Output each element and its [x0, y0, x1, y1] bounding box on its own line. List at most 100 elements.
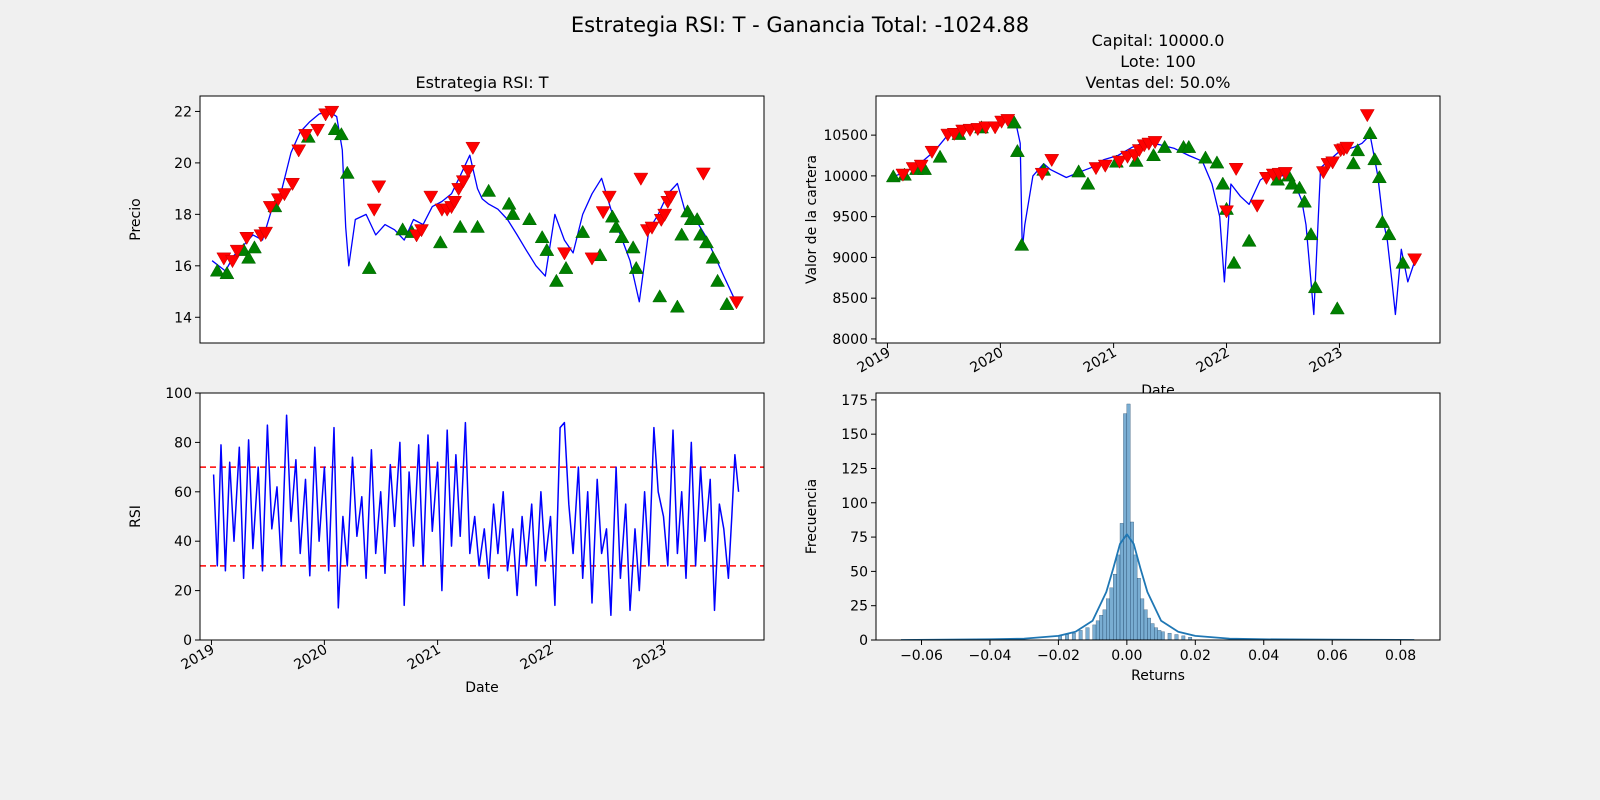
- buy-marker: [1157, 139, 1173, 153]
- sell-marker: [946, 127, 962, 142]
- y-tick-label: 125: [841, 461, 868, 477]
- buy-marker: [575, 224, 591, 238]
- sell-marker: [371, 180, 387, 194]
- plot-frame: [199, 95, 765, 344]
- x-tick-label: 0.02: [1180, 648, 1211, 664]
- sell-marker: [1000, 114, 1016, 128]
- buy-marker: [1198, 150, 1213, 164]
- buy-marker: [505, 206, 521, 220]
- rsi-line: [212, 414, 740, 617]
- buy-marker: [1241, 233, 1257, 247]
- sell-marker: [1044, 154, 1060, 168]
- buy-marker: [885, 169, 901, 183]
- buy-marker: [1375, 214, 1390, 228]
- buy-marker: [1345, 156, 1361, 170]
- buy-marker: [604, 209, 620, 223]
- hist-bar: [1133, 554, 1138, 640]
- sell-marker: [913, 159, 929, 173]
- y-tick-label: 16: [174, 259, 192, 275]
- buy-marker: [539, 242, 555, 256]
- x-axis-label: Returns: [1131, 668, 1185, 684]
- sell-marker: [1147, 136, 1163, 150]
- hist-bar: [1102, 609, 1107, 640]
- buy-marker: [1209, 155, 1225, 169]
- y-axis-label: Precio: [128, 198, 144, 240]
- buy-marker: [1009, 143, 1025, 157]
- buy-marker: [1128, 153, 1144, 167]
- buy-marker: [1362, 125, 1378, 139]
- y-tick-label: 0: [183, 633, 192, 649]
- buy-marker: [209, 263, 225, 277]
- buy-marker: [1226, 255, 1242, 269]
- buy-marker: [247, 240, 262, 254]
- buy-marker: [1381, 227, 1397, 241]
- buy-marker: [932, 149, 948, 163]
- buy-marker: [481, 183, 497, 197]
- buy-marker: [693, 227, 709, 241]
- buy-marker: [470, 219, 485, 233]
- buy-marker: [710, 273, 726, 287]
- hist-bar: [1095, 620, 1100, 640]
- y-tick-label: 60: [174, 485, 192, 501]
- hist-bar: [1123, 413, 1128, 640]
- sell-marker: [1112, 155, 1127, 169]
- sell-marker: [451, 183, 467, 197]
- sell-marker: [1228, 163, 1244, 177]
- hist-bar: [1181, 635, 1186, 640]
- sell-marker: [1034, 167, 1050, 181]
- x-tick-label: 2020: [292, 642, 331, 674]
- buy-marker: [1071, 164, 1087, 178]
- buy-marker: [1181, 139, 1197, 153]
- sell-marker: [1277, 167, 1293, 181]
- sell-marker: [270, 193, 286, 207]
- x-tick-label: 0.08: [1385, 648, 1416, 664]
- buy-marker: [1292, 180, 1307, 194]
- sell-marker: [324, 105, 340, 119]
- buy-marker: [1303, 227, 1319, 241]
- buy-marker: [558, 260, 574, 274]
- x-tick-label: 2019: [855, 345, 894, 377]
- hist-bar: [1065, 634, 1069, 640]
- sell-marker: [595, 206, 611, 220]
- sell-marker: [262, 201, 278, 215]
- hist-bar: [1154, 627, 1158, 640]
- buy-marker: [395, 222, 411, 236]
- hist-bar: [1174, 634, 1179, 640]
- sell-marker: [978, 121, 994, 135]
- sell-marker: [414, 224, 429, 238]
- buy-marker: [608, 219, 624, 233]
- hist-bar: [1126, 403, 1131, 640]
- suptitle: Estrategia RSI: T - Ganancia Total: -102…: [571, 13, 1029, 37]
- sell-marker: [460, 165, 476, 179]
- sell-marker: [729, 296, 744, 310]
- sell-marker: [1325, 156, 1341, 170]
- sell-marker: [366, 203, 382, 217]
- x-tick-label: 0.00: [1111, 648, 1142, 664]
- sell-marker: [225, 255, 240, 269]
- x-tick-label: 2020: [968, 345, 1007, 377]
- hist-bar: [1078, 630, 1083, 640]
- hist-bar: [1116, 554, 1121, 640]
- x-tick-label: 0.04: [1248, 648, 1279, 664]
- hist-bar: [1136, 578, 1141, 640]
- y-tick-label: 18: [174, 207, 192, 223]
- sell-marker: [905, 162, 921, 176]
- sell-marker: [695, 167, 711, 181]
- y-tick-label: 50: [850, 564, 868, 580]
- buy-marker: [719, 296, 735, 310]
- buy-marker: [241, 250, 257, 264]
- plot-frame: [875, 392, 1441, 641]
- buy-marker: [1006, 115, 1022, 129]
- hist-bar: [1099, 615, 1104, 640]
- plot-area: [200, 96, 764, 343]
- sell-marker: [987, 121, 1003, 135]
- buy-marker: [1284, 176, 1300, 190]
- sell-marker: [229, 244, 245, 258]
- sell-marker: [1339, 141, 1355, 155]
- y-axis-label: Frecuencia: [804, 479, 820, 554]
- buy-marker: [501, 196, 517, 210]
- y-tick-label: 25: [850, 599, 868, 615]
- y-tick-label: 20: [174, 156, 192, 172]
- y-axis-label: RSI: [128, 505, 144, 528]
- portfolio-chart: 2019 2020 2021 2022 2023Date8000850090009500…: [804, 31, 1441, 399]
